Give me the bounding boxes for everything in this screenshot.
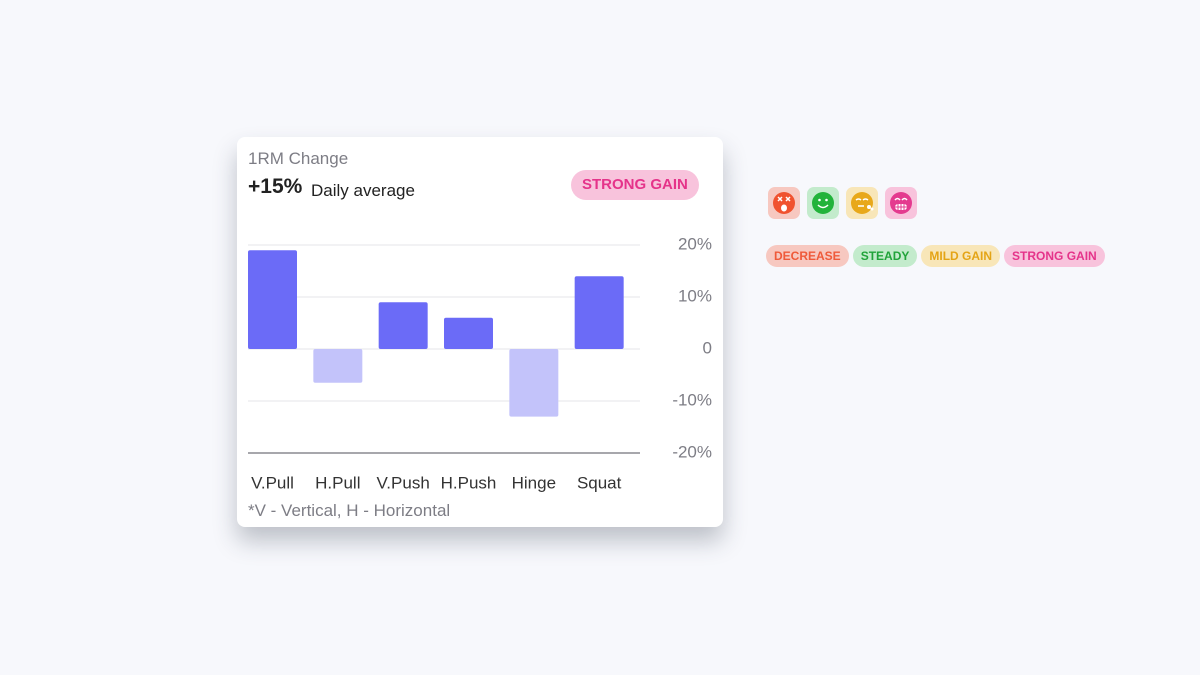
y-tick-label: -20%	[672, 442, 712, 461]
bar	[378, 302, 428, 349]
x-tick-label: Hinge	[512, 473, 556, 492]
bar	[313, 349, 363, 383]
legend-badge[interactable]: STEADY	[852, 245, 918, 267]
y-tick-label: 0	[703, 338, 712, 357]
legend-badge[interactable]: MILD GAIN	[921, 245, 1001, 267]
headline-caption: Daily average	[311, 181, 415, 200]
x-tick-label: V.Push	[377, 473, 430, 492]
emoji-strong-gain[interactable]	[885, 187, 917, 219]
card: 20% 10% 0 -10% -20% V.Pull H.Pull V.Push H.Push H…	[237, 137, 723, 527]
y-tick-label: 20%	[678, 234, 712, 253]
footnote: *V - Vertical, H - Horizontal	[248, 501, 451, 520]
card-title: 1RM Change	[248, 149, 349, 168]
chart: 20% 10% 0 -10% -20% V.Pull H.Pull V.Push H.Push H…	[248, 234, 712, 492]
bar	[248, 250, 297, 349]
legend-badge[interactable]: STRONG GAIN	[1004, 245, 1105, 267]
x-tick-label: Squat	[577, 473, 622, 492]
x-tick-label: H.Pull	[315, 473, 360, 492]
x-tick-label: H.Push	[441, 473, 497, 492]
emoji-row	[768, 187, 917, 219]
status-badge: STRONG GAIN	[571, 170, 699, 200]
emoji-steady[interactable]	[807, 187, 839, 219]
bar	[444, 317, 493, 349]
legend-badges: DECREASE STEADY MILD GAIN STRONG GAIN	[766, 245, 1105, 267]
emoji-mild-gain[interactable]	[846, 187, 878, 219]
emoji-decrease[interactable]	[768, 187, 800, 219]
y-tick-label: 10%	[678, 286, 712, 305]
y-tick-label: -10%	[672, 390, 712, 409]
x-tick-label: V.Pull	[251, 473, 294, 492]
legend-badge[interactable]: DECREASE	[766, 245, 849, 267]
bar	[509, 349, 559, 417]
bar	[574, 276, 624, 349]
headline: +15%	[248, 175, 303, 198]
